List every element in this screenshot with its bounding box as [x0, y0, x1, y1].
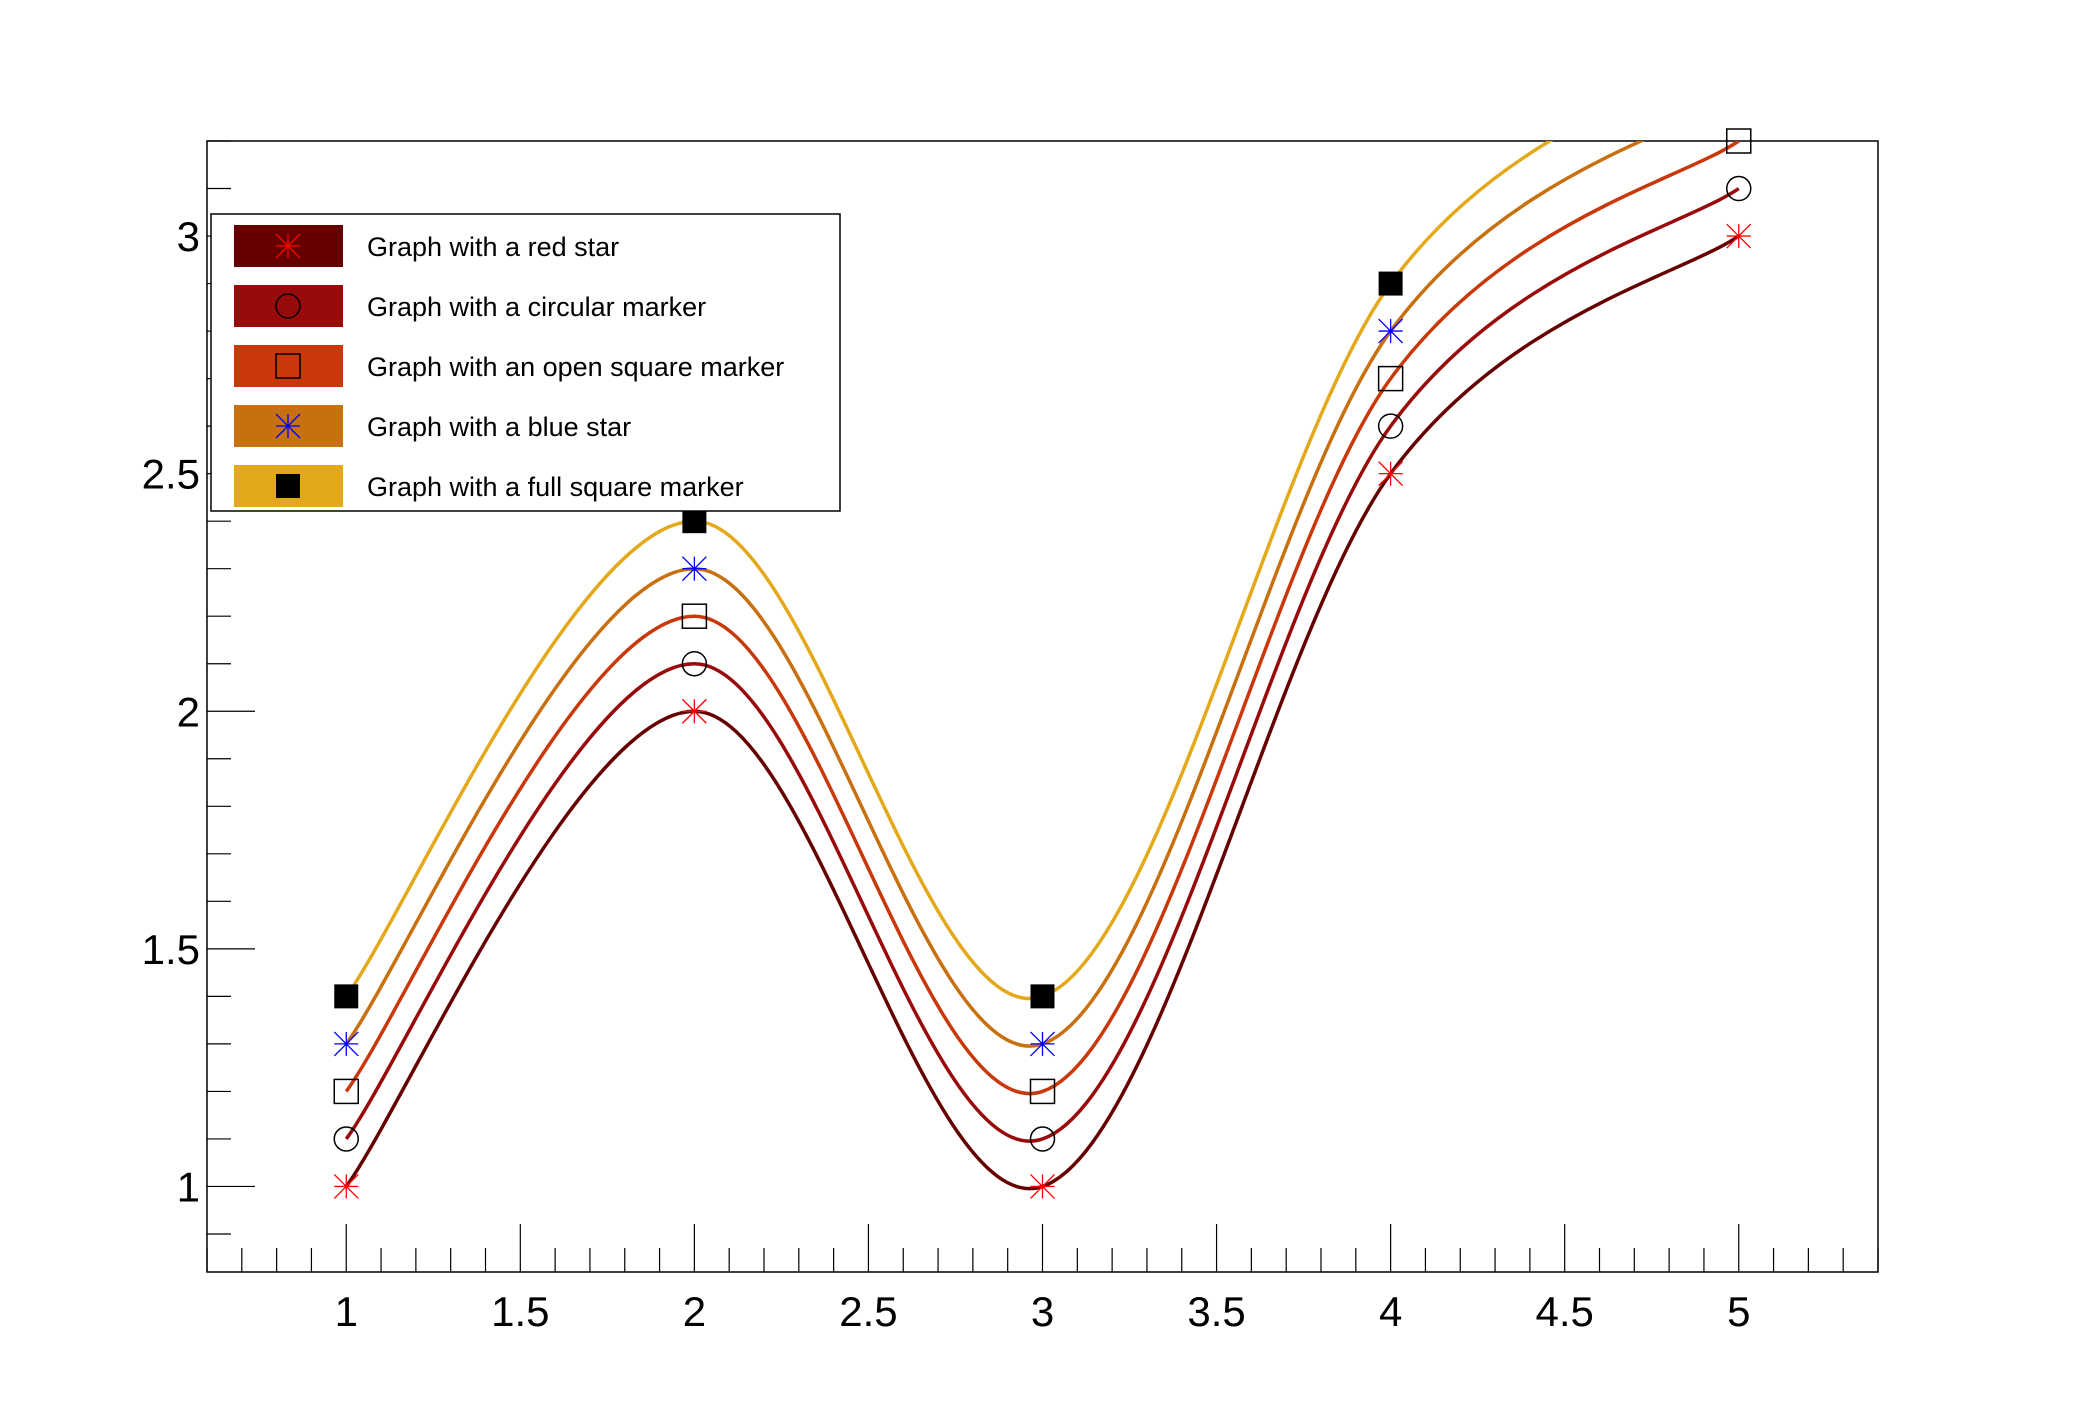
x-tick-labels: 1 1.5 2 2.5 3 3.5 4 4.5 5	[335, 1288, 1751, 1335]
series-curve	[344, 187, 1740, 1143]
series-curve	[344, 141, 1740, 1096]
x-tick-label: 2	[683, 1288, 706, 1335]
legend-item: Graph with a red star	[234, 225, 619, 267]
data-point-marker	[681, 603, 708, 629]
data-point-marker	[681, 650, 708, 677]
data-point-marker	[334, 984, 359, 1009]
data-point-marker	[1029, 1078, 1056, 1105]
star-stroke	[275, 413, 301, 439]
legend-marker	[275, 413, 301, 439]
star-stroke	[1726, 223, 1752, 249]
x-tick-label: 4.5	[1535, 1288, 1593, 1335]
star-stroke	[681, 698, 707, 724]
data-point-marker	[681, 556, 707, 582]
star-stroke	[275, 233, 301, 259]
legend-item: Graph with a full square marker	[234, 465, 744, 507]
data-point-marker	[1377, 365, 1404, 392]
legend: Graph with a red star Graph with a circul…	[210, 213, 841, 512]
legend-marker	[275, 353, 301, 379]
x-tick-label: 5	[1727, 1288, 1750, 1335]
y-tick-labels: 1 1.5 2 2.5 3	[142, 213, 200, 1210]
legend-item: Graph with an open square marker	[234, 345, 784, 387]
y-tick-label: 2.5	[142, 451, 200, 498]
legend-swatch	[234, 285, 343, 327]
data-point-marker	[1030, 1174, 1055, 1199]
y-tick-label: 2	[177, 688, 200, 735]
data-point-marker	[1377, 413, 1404, 439]
y-tick-label: 1	[177, 1163, 200, 1210]
data-point-marker	[333, 1126, 359, 1152]
data-point-marker	[333, 1078, 359, 1105]
legend-label: Graph with a circular marker	[367, 292, 706, 322]
data-point-marker	[1378, 271, 1403, 296]
legend-label: Graph with a red star	[367, 232, 619, 262]
x-tick-label: 4	[1379, 1288, 1402, 1335]
data-point-marker	[1726, 223, 1752, 249]
data-point-marker	[1030, 984, 1055, 1009]
star-stroke	[681, 556, 707, 582]
legend-marker	[275, 233, 301, 259]
data-point-marker	[1378, 461, 1404, 487]
x-tick-label: 1	[335, 1288, 358, 1335]
legend-label: Graph with a full square marker	[367, 472, 744, 502]
star-stroke	[1378, 318, 1404, 344]
legend-marker	[276, 474, 300, 498]
x-tick-label: 3.5	[1187, 1288, 1245, 1335]
x-tick-label: 2.5	[839, 1288, 897, 1335]
legend-item: Graph with a blue star	[234, 405, 631, 447]
data-point-marker	[1726, 175, 1752, 202]
star-stroke	[1030, 1174, 1055, 1199]
x-tick-label: 1.5	[491, 1288, 549, 1335]
legend-swatch	[234, 345, 343, 387]
data-point-marker	[1726, 128, 1752, 154]
legend-label: Graph with a blue star	[367, 412, 631, 442]
data-point-marker	[1378, 318, 1404, 344]
data-point-marker	[1029, 1126, 1056, 1152]
data-point-marker	[1030, 1031, 1055, 1057]
y-tick-label: 1.5	[142, 926, 200, 973]
data-point-marker	[333, 1174, 359, 1199]
y-tick-label: 3	[177, 213, 200, 260]
star-stroke	[333, 1031, 359, 1057]
data-point-marker	[681, 698, 707, 724]
data-point-marker	[333, 1031, 359, 1057]
series-markers	[333, 128, 1752, 1199]
data-point-marker	[682, 509, 707, 534]
star-stroke	[1378, 461, 1404, 487]
x-tick-label: 3	[1031, 1288, 1054, 1335]
star-stroke	[1030, 1031, 1055, 1057]
star-stroke	[333, 1174, 359, 1199]
legend-label: Graph with an open square marker	[367, 352, 784, 382]
legend-marker	[275, 293, 301, 319]
legend-item: Graph with a circular marker	[234, 285, 706, 327]
